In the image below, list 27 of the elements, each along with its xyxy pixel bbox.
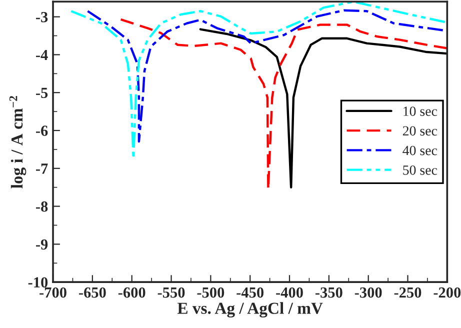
y-tick-label: -8 [36,201,48,212]
x-tick-label: -700 [40,287,66,298]
y-tick-label: -10 [28,277,48,288]
x-tick-label: -300 [354,287,382,298]
x-tick-label: -550 [158,287,185,298]
x-tick-label: -400 [276,287,303,298]
line-series [199,28,448,188]
legend-label: 10 sec [404,106,438,116]
x-tick-label: -450 [236,287,264,298]
y-tick-label: -5 [36,88,48,98]
x-tick-label: -350 [315,287,342,298]
line-series [120,18,448,190]
x-tick-label: -250 [394,287,422,298]
y-tick-label: -3 [36,12,48,22]
y-tick-label: -6 [36,126,48,136]
y-axis-title: log i / A cm$^{−2}$ [9,96,26,188]
x-tick-label: -650 [78,287,106,298]
x-tick-label: -500 [197,287,224,298]
y-tick-label: -7 [36,164,48,174]
y-tick-label: -9 [36,239,48,250]
y-tick-label: -4 [36,50,48,60]
legend-label: 20 sec [402,126,438,136]
legend-label: 40 sec [402,146,438,156]
x-axis-title: E vs. Ag / AgCl / mV [177,302,323,318]
x-tick-label: -600 [118,287,146,298]
legend-label: 50 sec [403,165,438,175]
x-tick-label: -200 [434,287,461,298]
